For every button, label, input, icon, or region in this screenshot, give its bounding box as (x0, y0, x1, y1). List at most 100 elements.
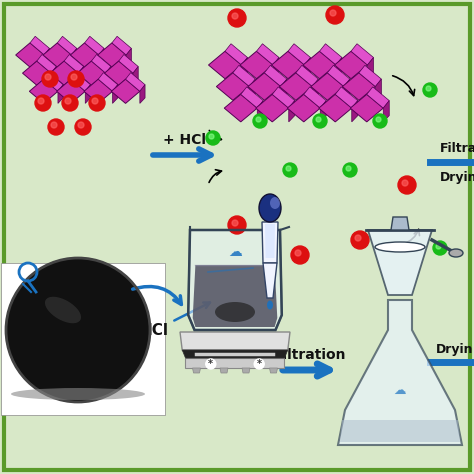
Circle shape (38, 98, 44, 104)
Polygon shape (303, 51, 336, 79)
Text: Dryin: Dryin (436, 344, 474, 356)
Circle shape (376, 117, 381, 122)
Polygon shape (58, 85, 63, 103)
Circle shape (228, 9, 246, 27)
Polygon shape (51, 66, 56, 85)
Polygon shape (43, 43, 72, 67)
Polygon shape (265, 224, 275, 258)
Circle shape (206, 359, 216, 369)
Text: *: * (208, 359, 213, 369)
Circle shape (373, 114, 387, 128)
Polygon shape (23, 61, 51, 85)
Circle shape (65, 98, 71, 104)
Polygon shape (85, 85, 91, 103)
Circle shape (423, 83, 437, 97)
Circle shape (351, 231, 369, 249)
Text: ☁: ☁ (394, 383, 406, 396)
Polygon shape (220, 368, 228, 373)
Polygon shape (249, 79, 255, 100)
Ellipse shape (215, 302, 255, 322)
Polygon shape (241, 87, 263, 108)
Polygon shape (287, 94, 320, 122)
Circle shape (316, 117, 321, 122)
Polygon shape (98, 73, 118, 91)
Polygon shape (351, 44, 374, 65)
Polygon shape (319, 94, 352, 122)
Text: Filtration: Filtration (274, 348, 346, 362)
Polygon shape (30, 36, 49, 55)
Circle shape (286, 166, 291, 171)
Ellipse shape (270, 197, 280, 209)
Circle shape (45, 74, 51, 80)
Polygon shape (112, 36, 131, 55)
Text: *: * (257, 359, 262, 369)
Polygon shape (240, 51, 273, 79)
Circle shape (48, 119, 64, 135)
Polygon shape (224, 94, 257, 122)
Circle shape (35, 95, 51, 111)
Polygon shape (37, 55, 56, 73)
Polygon shape (350, 94, 383, 122)
Polygon shape (192, 368, 201, 373)
Circle shape (355, 235, 361, 241)
Polygon shape (225, 44, 247, 65)
Circle shape (436, 244, 441, 249)
Circle shape (89, 95, 105, 111)
Polygon shape (84, 36, 104, 55)
Circle shape (283, 163, 297, 177)
Polygon shape (352, 100, 358, 122)
Polygon shape (304, 87, 326, 108)
Polygon shape (242, 368, 250, 373)
Polygon shape (340, 420, 460, 442)
Polygon shape (257, 100, 263, 122)
Circle shape (295, 250, 301, 256)
Polygon shape (328, 65, 350, 87)
Circle shape (343, 163, 357, 177)
Polygon shape (44, 48, 49, 67)
Circle shape (92, 98, 98, 104)
Polygon shape (71, 73, 91, 91)
Circle shape (228, 216, 246, 234)
Circle shape (6, 258, 150, 402)
Polygon shape (64, 55, 83, 73)
Polygon shape (241, 57, 247, 79)
Polygon shape (383, 100, 389, 122)
Circle shape (426, 86, 431, 91)
Polygon shape (368, 230, 432, 295)
Polygon shape (319, 44, 342, 65)
Polygon shape (270, 368, 277, 373)
Circle shape (433, 241, 447, 255)
Ellipse shape (375, 242, 425, 252)
Circle shape (291, 246, 309, 264)
Polygon shape (312, 79, 319, 100)
Polygon shape (304, 57, 310, 79)
Polygon shape (273, 57, 279, 79)
Polygon shape (338, 300, 462, 445)
Polygon shape (91, 55, 111, 73)
Bar (1, 263, 165, 415)
Polygon shape (77, 61, 106, 85)
Circle shape (42, 71, 58, 87)
Polygon shape (70, 43, 99, 67)
Circle shape (346, 166, 351, 171)
Polygon shape (44, 73, 63, 91)
Circle shape (71, 74, 77, 80)
Polygon shape (335, 51, 367, 79)
Polygon shape (188, 230, 282, 330)
Polygon shape (367, 87, 389, 108)
Ellipse shape (45, 297, 81, 323)
Polygon shape (84, 79, 112, 103)
Circle shape (330, 10, 336, 16)
Polygon shape (126, 73, 145, 91)
Polygon shape (209, 51, 241, 79)
Polygon shape (359, 65, 382, 87)
Circle shape (232, 13, 238, 19)
Text: Filtration: Filtration (440, 142, 474, 155)
Circle shape (313, 114, 327, 128)
Circle shape (232, 220, 238, 226)
Polygon shape (335, 87, 358, 108)
Polygon shape (72, 48, 77, 67)
Circle shape (206, 131, 220, 145)
Polygon shape (78, 66, 83, 85)
Polygon shape (296, 65, 319, 87)
